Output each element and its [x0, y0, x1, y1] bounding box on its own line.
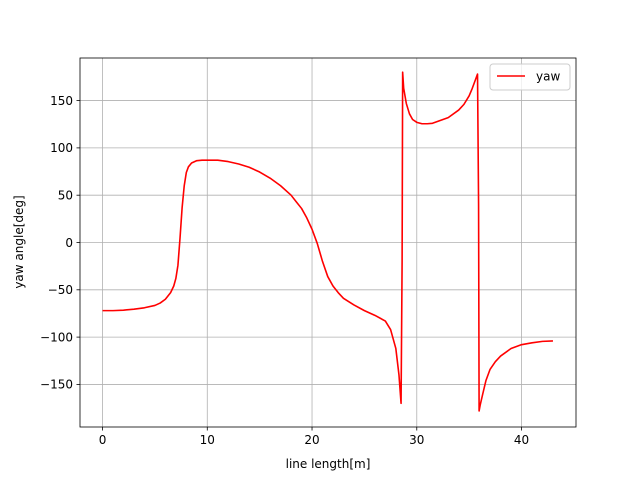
x-tick-label: 10	[200, 433, 215, 447]
y-axis-label: yaw angle[deg]	[12, 195, 26, 288]
y-tick-label: −150	[40, 378, 73, 392]
series-line-yaw	[102, 71, 553, 412]
y-tick-label: 50	[58, 188, 73, 202]
y-tick-label: 0	[65, 236, 73, 250]
x-tick-label: 40	[514, 433, 529, 447]
y-axis-ticks: −150 −100 −50 0 50 100 150	[40, 94, 80, 392]
legend-label-yaw: yaw	[536, 70, 560, 84]
legend-frame	[489, 63, 571, 91]
y-tick-label: −50	[48, 283, 73, 297]
series-group	[102, 71, 553, 412]
y-tick-label: −100	[40, 330, 73, 344]
x-axis-ticks: 0 10 20 30 40	[99, 427, 529, 447]
grid-lines	[80, 58, 576, 427]
x-tick-label: 20	[304, 433, 319, 447]
axes-frame	[79, 57, 577, 428]
x-axis-label: line length[m]	[286, 457, 371, 471]
y-tick-label: 150	[50, 94, 73, 108]
legend: yaw	[489, 63, 571, 91]
x-tick-label: 0	[99, 433, 107, 447]
y-tick-label: 100	[50, 141, 73, 155]
x-tick-label: 30	[409, 433, 424, 447]
